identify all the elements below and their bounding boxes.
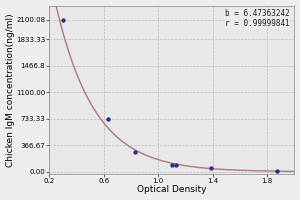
Point [208, 167, 213, 170]
Point [105, 117, 110, 120]
Point [132, 150, 137, 153]
X-axis label: Optical Density: Optical Density [137, 185, 207, 194]
Point [61, 18, 66, 22]
Text: b = 6.47363242
r = 0.99999841: b = 6.47363242 r = 0.99999841 [225, 9, 290, 28]
Point [275, 169, 280, 173]
Point [173, 163, 178, 167]
Y-axis label: Chicken IgM concentration(ng/ml): Chicken IgM concentration(ng/ml) [6, 13, 15, 167]
Point [170, 163, 175, 167]
